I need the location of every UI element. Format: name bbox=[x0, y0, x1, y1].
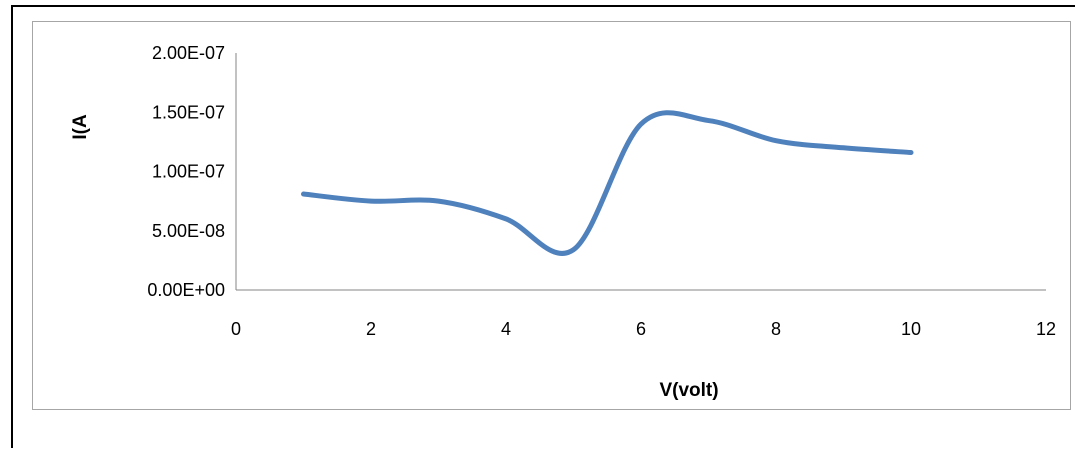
outer-frame bbox=[11, 5, 1075, 448]
y-axis-title: I(A bbox=[70, 114, 91, 140]
x-tick-label: 6 bbox=[636, 319, 646, 339]
y-tick-labels: 0.00E+00 5.00E-08 1.00E-07 1.50E-07 2.00E-07 bbox=[147, 43, 225, 300]
x-tick-label: 2 bbox=[366, 319, 376, 339]
x-tick-label: 8 bbox=[771, 319, 781, 339]
y-tick-label: 1.50E-07 bbox=[152, 102, 225, 122]
y-tick-label: 5.00E-08 bbox=[152, 221, 225, 241]
x-tick-label: 0 bbox=[231, 319, 241, 339]
chart-frame bbox=[32, 21, 1071, 410]
series-group bbox=[301, 110, 914, 256]
x-axis-title: V(volt) bbox=[659, 380, 718, 401]
y-tick-label: 0.00E+00 bbox=[147, 280, 225, 300]
series-line bbox=[301, 110, 914, 256]
x-tick-label: 10 bbox=[901, 319, 921, 339]
y-tick-label: 1.00E-07 bbox=[152, 162, 225, 182]
x-tick-label: 12 bbox=[1036, 319, 1056, 339]
x-tick-label: 4 bbox=[501, 319, 511, 339]
x-tick-labels: 0 2 4 6 8 10 12 bbox=[231, 319, 1056, 339]
y-tick-label: 2.00E-07 bbox=[152, 43, 225, 63]
